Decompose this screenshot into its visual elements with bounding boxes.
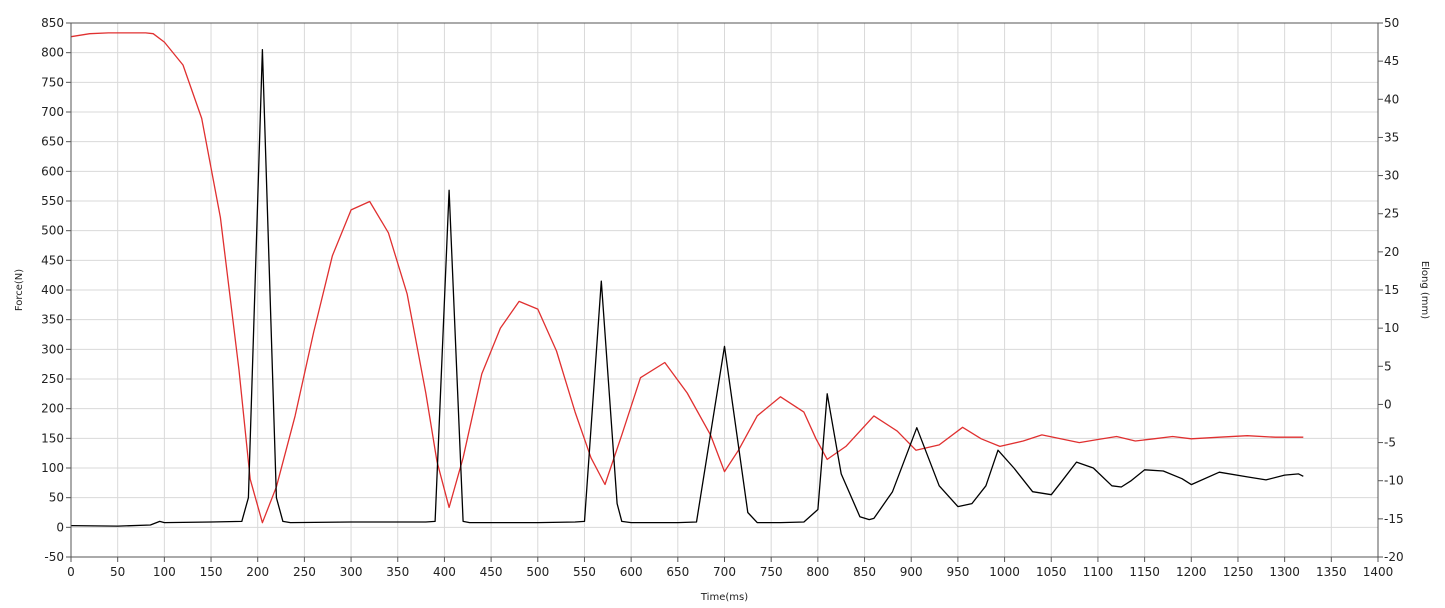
x-tick-label: 1300: [1269, 565, 1300, 579]
x-tick-label: 1100: [1083, 565, 1114, 579]
y-right-tick-labels: -20 -15 -10 -5 0 5 10 15 20 25 30 35 40 45 50: [1384, 16, 1404, 564]
y-left-tick-label: 300: [41, 342, 64, 356]
x-tick-label: 1150: [1129, 565, 1160, 579]
y-left-tick-label: 600: [41, 164, 64, 178]
y-right-tick-label: 15: [1384, 283, 1399, 297]
x-tick-label: 700: [713, 565, 736, 579]
y-left-tick-label: -50: [44, 550, 64, 564]
y-left-tick-label: 0: [56, 520, 64, 534]
y-right-tick-label: 25: [1384, 207, 1399, 221]
x-tick-labels: 0 50 100 150 200 250 300 350 400 450 500 550 600 650 7…: [67, 565, 1393, 579]
x-tick-label: 1250: [1223, 565, 1254, 579]
y-right-tick-label: -20: [1384, 550, 1404, 564]
y-left-tick-label: 200: [41, 402, 64, 416]
grid: [70, 22, 1379, 558]
y-right-tick-label: 40: [1384, 92, 1399, 106]
y-left-tick-label: 250: [41, 372, 64, 386]
y-right-tick-label: 30: [1384, 169, 1399, 183]
y-left-tick-label: 850: [41, 16, 64, 30]
y-left-tick-label: 400: [41, 283, 64, 297]
x-tick-label: 850: [853, 565, 876, 579]
x-tick-label: 550: [573, 565, 596, 579]
y-left-axis-title: Force(N): [14, 269, 25, 311]
x-tick-label: 400: [433, 565, 456, 579]
y-left-tick-label: 100: [41, 461, 64, 475]
y-right-tick-label: -15: [1384, 512, 1404, 526]
force-series-line: [70, 49, 1304, 527]
x-tick-label: 250: [293, 565, 316, 579]
y-left-tick-label: 450: [41, 253, 64, 267]
y-left-tick-label: 50: [49, 491, 64, 505]
y-right-tick-label: -10: [1384, 474, 1404, 488]
y-right-tick-label: 10: [1384, 321, 1399, 335]
x-tick-label: 1400: [1363, 565, 1394, 579]
x-tick-label: 1350: [1316, 565, 1347, 579]
y-left-tick-label: 500: [41, 224, 64, 238]
x-tick-label: 1000: [989, 565, 1020, 579]
x-tick-label: 500: [526, 565, 549, 579]
x-tick-label: 150: [200, 565, 223, 579]
x-tick-label: 600: [620, 565, 643, 579]
x-tick-label: 900: [900, 565, 923, 579]
y-right-tick-label: 20: [1384, 245, 1399, 259]
y-left-tick-label: 350: [41, 313, 64, 327]
y-right-tick-label: 35: [1384, 130, 1399, 144]
y-right-tick-label: 45: [1384, 54, 1399, 68]
y-right-tick-label: 5: [1384, 359, 1392, 373]
ticks: [66, 22, 1383, 562]
x-tick-label: 0: [67, 565, 75, 579]
x-tick-label: 350: [386, 565, 409, 579]
x-tick-label: 650: [666, 565, 689, 579]
x-tick-label: 1200: [1176, 565, 1207, 579]
x-tick-label: 100: [153, 565, 176, 579]
x-tick-label: 50: [110, 565, 125, 579]
y-left-tick-label: 650: [41, 135, 64, 149]
x-tick-label: 750: [760, 565, 783, 579]
y-right-axis-title: Elong (mm): [1419, 261, 1430, 319]
series-layer: [70, 32, 1304, 527]
x-tick-label: 800: [806, 565, 829, 579]
x-tick-label: 450: [480, 565, 503, 579]
x-axis-title: Time(ms): [700, 592, 748, 603]
y-right-tick-label: 0: [1384, 397, 1392, 411]
y-left-tick-label: 150: [41, 431, 64, 445]
y-left-tick-label: 800: [41, 46, 64, 60]
x-tick-label: 300: [340, 565, 363, 579]
x-tick-label: 950: [946, 565, 969, 579]
x-tick-label: 1050: [1036, 565, 1067, 579]
y-left-tick-label: 750: [41, 75, 64, 89]
elongation-series-line: [70, 32, 1304, 524]
y-right-tick-label: 50: [1384, 16, 1399, 30]
y-left-tick-label: 700: [41, 105, 64, 119]
y-left-tick-label: 550: [41, 194, 64, 208]
y-right-tick-label: -5: [1384, 436, 1396, 450]
y-left-tick-labels: -50 0 50 100 150 200 250 300 350 400 450 500 550 600 6…: [41, 16, 64, 564]
x-tick-label: 200: [246, 565, 269, 579]
